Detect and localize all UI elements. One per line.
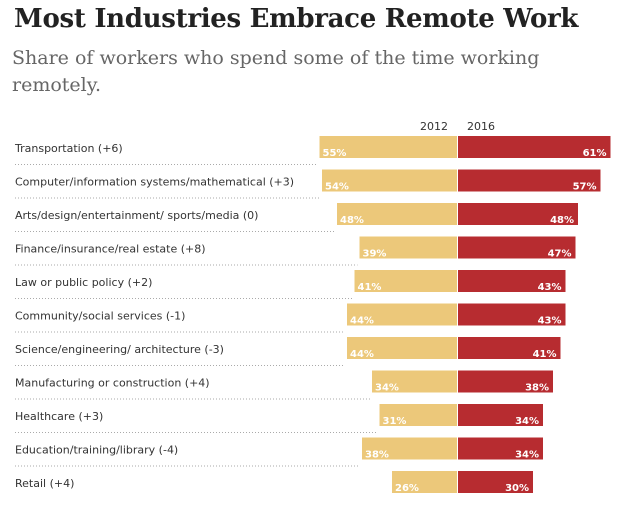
bar-2016 xyxy=(458,337,561,359)
category-label: Finance/insurance/real estate (+8) xyxy=(15,243,206,256)
category-label: Community/social services (-1) xyxy=(15,310,185,323)
bar-2016 xyxy=(458,236,576,259)
value-label-2012: 38% xyxy=(365,450,389,461)
chart-title: Most Industries Embrace Remote Work xyxy=(14,4,579,34)
value-label-2012: 34% xyxy=(375,383,399,394)
value-label-2016: 43% xyxy=(538,316,562,327)
value-label-2016: 30% xyxy=(505,483,529,494)
bar-2016 xyxy=(458,370,553,393)
bar-2012 xyxy=(372,370,457,393)
bar-2016 xyxy=(458,270,566,292)
bar-2012 xyxy=(359,236,457,259)
year-header-2016: 2016 xyxy=(467,120,495,133)
bar-2016 xyxy=(458,437,543,460)
value-label-2012: 48% xyxy=(340,215,364,226)
bar-2016 xyxy=(458,203,578,225)
category-label: Science/engineering/ architecture (-3) xyxy=(15,343,224,356)
category-label: Computer/information systems/mathematica… xyxy=(15,176,294,189)
category-label: Retail (+4) xyxy=(15,477,74,490)
value-label-2012: 41% xyxy=(358,282,382,293)
value-label-2012: 54% xyxy=(325,182,349,193)
bar-2012 xyxy=(392,471,457,493)
value-label-2012: 26% xyxy=(395,483,419,494)
chart-rows: Transportation (+6) 55% 61% Computer/inform… xyxy=(14,136,611,494)
bar-2012 xyxy=(347,337,457,359)
value-label-2016: 61% xyxy=(583,148,607,159)
bar-2012 xyxy=(379,404,457,426)
value-label-2016: 47% xyxy=(548,249,572,260)
bar-2012 xyxy=(322,169,457,192)
value-label-2016: 41% xyxy=(533,349,557,360)
chart-subtitle: Share of workers who spend some of the t… xyxy=(12,47,540,96)
value-label-2016: 38% xyxy=(525,383,549,394)
value-label-2016: 34% xyxy=(515,450,539,461)
bar-2012 xyxy=(319,136,457,158)
bar-2016 xyxy=(458,303,566,326)
value-label-2012: 44% xyxy=(350,316,374,327)
value-label-2016: 34% xyxy=(515,416,539,427)
category-label: Arts/design/entertainment/ sports/media … xyxy=(15,209,258,222)
bar-2016 xyxy=(458,169,601,192)
bar-2016 xyxy=(458,471,533,493)
value-label-2012: 55% xyxy=(323,148,347,159)
bar-2012 xyxy=(362,437,457,460)
bar-2012 xyxy=(347,303,457,326)
bar-2012 xyxy=(354,270,457,292)
category-label: Law or public policy (+2) xyxy=(15,276,152,289)
value-label-2012: 31% xyxy=(383,416,407,427)
category-label: Transportation (+6) xyxy=(14,142,123,155)
bar-2016 xyxy=(458,136,611,158)
value-label-2012: 39% xyxy=(363,249,387,260)
category-label: Healthcare (+3) xyxy=(15,410,103,423)
category-label: Manufacturing or construction (+4) xyxy=(15,377,210,390)
bar-2016 xyxy=(458,404,543,426)
value-label-2016: 43% xyxy=(538,282,562,293)
year-header-2012: 2012 xyxy=(420,120,448,133)
category-label: Education/training/library (-4) xyxy=(15,444,178,457)
value-label-2012: 44% xyxy=(350,349,374,360)
value-label-2016: 48% xyxy=(550,215,574,226)
value-label-2016: 57% xyxy=(573,182,597,193)
bar-2012 xyxy=(337,203,457,225)
